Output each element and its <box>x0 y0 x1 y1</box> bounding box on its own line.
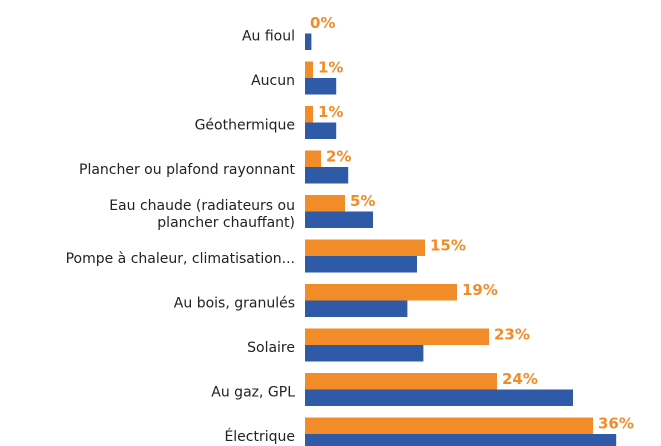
category-label: Géothermique <box>195 118 295 134</box>
category-label: Pompe à chaleur, climatisation... <box>66 251 295 267</box>
bar <box>305 211 373 228</box>
bar <box>305 122 337 139</box>
category-label: Au fioul <box>242 29 295 45</box>
category-label: Solaire <box>247 340 295 356</box>
value-label: 2% <box>326 147 351 165</box>
bar <box>305 78 337 95</box>
bar <box>305 284 457 301</box>
value-label: 1% <box>318 58 343 76</box>
bar <box>305 61 313 78</box>
bar <box>305 106 313 123</box>
bar <box>305 328 489 345</box>
bar <box>305 33 312 50</box>
bar <box>305 167 349 184</box>
category-label: Au gaz, GPL <box>211 385 295 401</box>
value-label: 1% <box>318 103 343 121</box>
category-label: Eau chaude (radiateurs ou plancher chauff… <box>109 198 295 231</box>
bar <box>305 373 497 390</box>
bar <box>305 417 593 434</box>
bar <box>305 256 417 273</box>
bar <box>305 195 345 212</box>
bar <box>305 345 424 362</box>
category-label: Électrique <box>224 428 295 445</box>
bar <box>305 239 425 256</box>
bar <box>305 300 408 317</box>
category-label: Plancher ou plafond rayonnant <box>79 162 296 178</box>
value-label: 23% <box>494 325 530 343</box>
bar <box>305 389 573 406</box>
bar <box>305 434 617 446</box>
value-label: 19% <box>462 281 498 299</box>
category-label: Au bois, granulés <box>174 296 295 312</box>
value-label: 36% <box>598 414 634 432</box>
value-label: 0% <box>310 14 335 32</box>
category-label: Aucun <box>251 73 295 89</box>
value-label: 5% <box>350 192 375 210</box>
value-label: 24% <box>502 370 538 388</box>
bar <box>305 150 321 167</box>
value-label: 15% <box>430 236 466 254</box>
